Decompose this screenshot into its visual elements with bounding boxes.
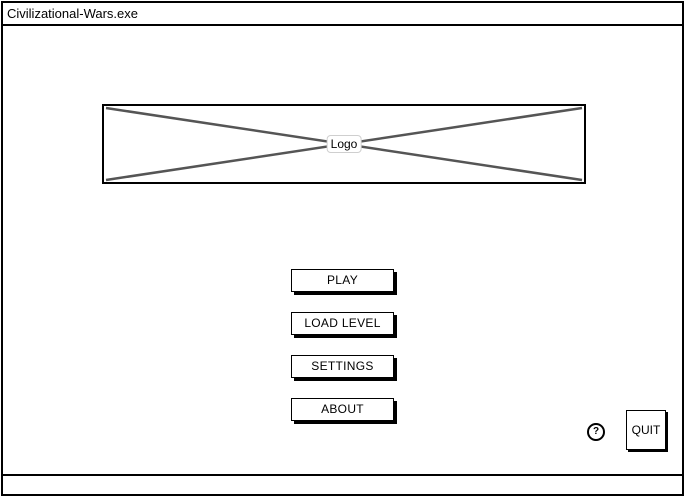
quit-button[interactable]: QUIT [626,410,666,450]
help-icon[interactable]: ? [587,423,605,441]
window-title: Civilizational-Wars.exe [7,6,138,21]
play-button[interactable]: PLAY [291,269,394,292]
logo-label: Logo [326,135,362,153]
title-bar: Civilizational-Wars.exe [3,3,682,26]
load-level-button[interactable]: LOAD LEVEL [291,312,394,335]
about-button[interactable]: ABOUT [291,398,394,421]
status-bar [3,474,682,496]
logo-placeholder: Logo [102,104,586,184]
settings-button[interactable]: SETTINGS [291,355,394,378]
